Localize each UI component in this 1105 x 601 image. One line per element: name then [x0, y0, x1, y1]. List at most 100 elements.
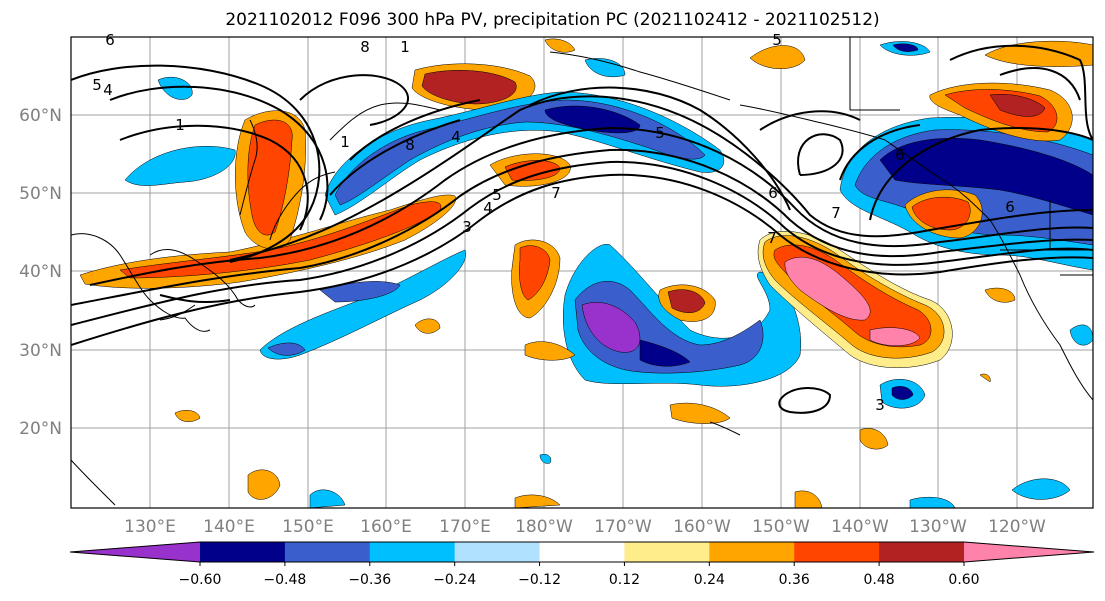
coastlines [71, 37, 1093, 506]
colorbar-segment [964, 542, 1094, 562]
pv-contour [529, 86, 791, 211]
contour-label: 3 [462, 218, 472, 236]
anomaly-shape [669, 402, 731, 424]
pv-contour [71, 160, 1093, 326]
pv-contours [71, 44, 1093, 414]
colorbar-segment [709, 542, 795, 562]
pv-contour [299, 74, 410, 126]
pv-contour [999, 67, 1081, 101]
lon-tick-label: 130°W [909, 517, 967, 537]
anomaly-positive-kamchatka-core [247, 119, 293, 236]
colorbar-tick-label: −0.60 [179, 572, 222, 588]
contour-label: 8 [405, 136, 415, 154]
colorbar-tick-label: −0.36 [348, 572, 391, 588]
anomaly-shape [1011, 478, 1071, 500]
contour-label: 1 [340, 133, 350, 151]
lon-tick-label: 150°W [752, 517, 810, 537]
anomaly-shape [414, 318, 441, 334]
lon-tick-label: 140°W [831, 517, 889, 537]
anomaly-shape [984, 287, 1016, 303]
colorbar-tick-label: −0.24 [433, 572, 476, 588]
lat-tick-label: 30°N [19, 341, 62, 361]
colorbar-tick-label: 0.48 [864, 572, 895, 588]
anomaly-shape [1069, 324, 1093, 346]
anomaly-shape [514, 494, 561, 508]
colorbar-ticks: −0.60 −0.48 −0.36 −0.24 −0.12 0.12 0.24 0.36 0.4… [179, 562, 980, 588]
pv-contour [71, 64, 321, 263]
colorbar-segment [794, 542, 880, 562]
contour-label: 4 [103, 81, 113, 99]
anomaly-shape [749, 45, 806, 69]
pv-contour [797, 133, 844, 176]
contour-label: 6 [768, 184, 778, 202]
anomaly-shape [989, 94, 1046, 117]
colorbar [69, 541, 1095, 563]
anomaly-shape [869, 327, 921, 346]
lon-tick-label: 140°E [203, 517, 255, 537]
precipitation-shading [79, 38, 1093, 508]
anomaly-shape [584, 58, 626, 78]
anomaly-shape [581, 302, 641, 353]
pv-contour [349, 99, 481, 161]
colorbar-tick-label: 0.60 [948, 572, 979, 588]
anomaly-shape [539, 454, 552, 464]
anomaly-shape [124, 146, 236, 186]
pv-contour [869, 127, 1093, 221]
contour-label: 5 [772, 31, 782, 49]
anomaly-shape [794, 490, 823, 508]
anomaly-shape [544, 105, 641, 134]
lon-tick-label: 170°E [439, 517, 491, 537]
anomaly-shape [859, 428, 889, 450]
pv-contour [159, 294, 231, 304]
anomaly-shape [879, 137, 1093, 216]
lon-tick-label: 130°E [124, 517, 176, 537]
anomaly-positive-bering-core [421, 70, 517, 105]
anomaly-shape [979, 373, 991, 383]
map-frame [70, 36, 1094, 509]
pv-contour [229, 95, 1093, 261]
anomaly-shape [667, 289, 706, 313]
colorbar-tick-label: −0.48 [263, 572, 306, 588]
anomaly-shape [247, 469, 281, 500]
lon-tick-label: 170°W [594, 517, 652, 537]
latitude-labels: 60°N 50°N 40°N 30°N 20°N [19, 106, 62, 439]
colorbar-tick-label: 0.24 [694, 572, 725, 588]
colorbar-segment [70, 542, 200, 562]
anomaly-shape [174, 410, 201, 422]
colorbar-segment [454, 542, 541, 562]
contour-label: 4 [483, 199, 493, 217]
contour-label: 7 [551, 184, 561, 202]
lon-tick-label: 160°E [360, 517, 412, 537]
anomaly-shape [544, 38, 576, 53]
anomaly-negative-west [259, 249, 467, 360]
anomaly-positive-japan-core [119, 201, 442, 279]
colorbar-segment [624, 542, 710, 562]
colorbar-segment [539, 542, 625, 562]
lat-tick-label: 50°N [19, 184, 62, 204]
anomaly-shape [892, 43, 919, 52]
pv-contour [329, 119, 461, 196]
lon-tick-label: 180°W [515, 517, 573, 537]
anomaly-shape [157, 76, 193, 100]
colorbar-tick-label: 0.12 [609, 572, 640, 588]
lon-tick-label: 160°W [673, 517, 731, 537]
colorbar-segment [200, 542, 286, 562]
colorbar-tick-label: 0.36 [779, 572, 810, 588]
anomaly-shape [911, 196, 971, 231]
anomaly-shape [519, 245, 551, 301]
contour-label: 6 [105, 31, 115, 49]
contour-label: 6 [1005, 198, 1015, 216]
anomaly-shape [267, 342, 306, 356]
colorbar-segment [284, 542, 371, 562]
map-title: 2021102012 F096 300 hPa PV, precipitatio… [225, 10, 880, 30]
lat-tick-label: 40°N [19, 262, 62, 282]
contour-label: 1 [175, 116, 185, 134]
anomaly-shape [909, 496, 956, 508]
anomaly-shape [639, 339, 691, 367]
lat-tick-label: 60°N [19, 106, 62, 126]
pv-contour [119, 124, 309, 231]
pv-contour [71, 173, 1093, 346]
contour-label: 7 [767, 229, 777, 247]
contour-label: 5 [492, 186, 502, 204]
